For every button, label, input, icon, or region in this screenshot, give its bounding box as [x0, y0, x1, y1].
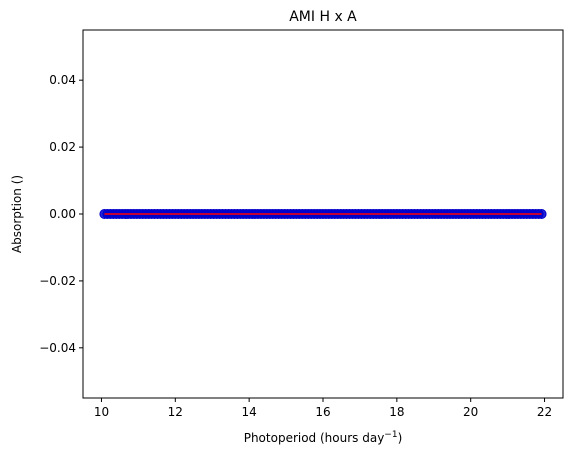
- y-tick-label: −0.02: [39, 274, 76, 288]
- plot-area: [82, 29, 564, 399]
- y-tick-label: 0.02: [49, 140, 76, 154]
- x-axis-label-superscript: −1: [384, 430, 397, 440]
- x-axis: 10 12 14 16 18 20 22: [94, 398, 552, 419]
- x-tick-label: 18: [389, 405, 404, 419]
- y-tick-label: −0.04: [39, 341, 76, 355]
- x-axis-label: Photoperiod (hours day−1): [244, 430, 403, 445]
- x-tick-label: 10: [94, 405, 109, 419]
- y-tick-label: 0.04: [49, 73, 76, 87]
- y-axis-label: Absorption (): [10, 175, 24, 253]
- y-axis: −0.04 −0.02 0.00 0.02 0.04: [39, 73, 83, 355]
- x-axis-label-main: Photoperiod (hours day: [244, 431, 385, 445]
- x-tick-label: 16: [315, 405, 330, 419]
- x-tick-label: 14: [242, 405, 257, 419]
- chart-title: AMI H x A: [289, 9, 357, 25]
- x-tick-label: 12: [168, 405, 183, 419]
- y-tick-label: 0.00: [49, 207, 76, 221]
- series-layer: [99, 209, 547, 219]
- x-tick-label: 22: [537, 405, 552, 419]
- x-axis-label-close: ): [398, 431, 403, 445]
- x-tick-label: 20: [463, 405, 478, 419]
